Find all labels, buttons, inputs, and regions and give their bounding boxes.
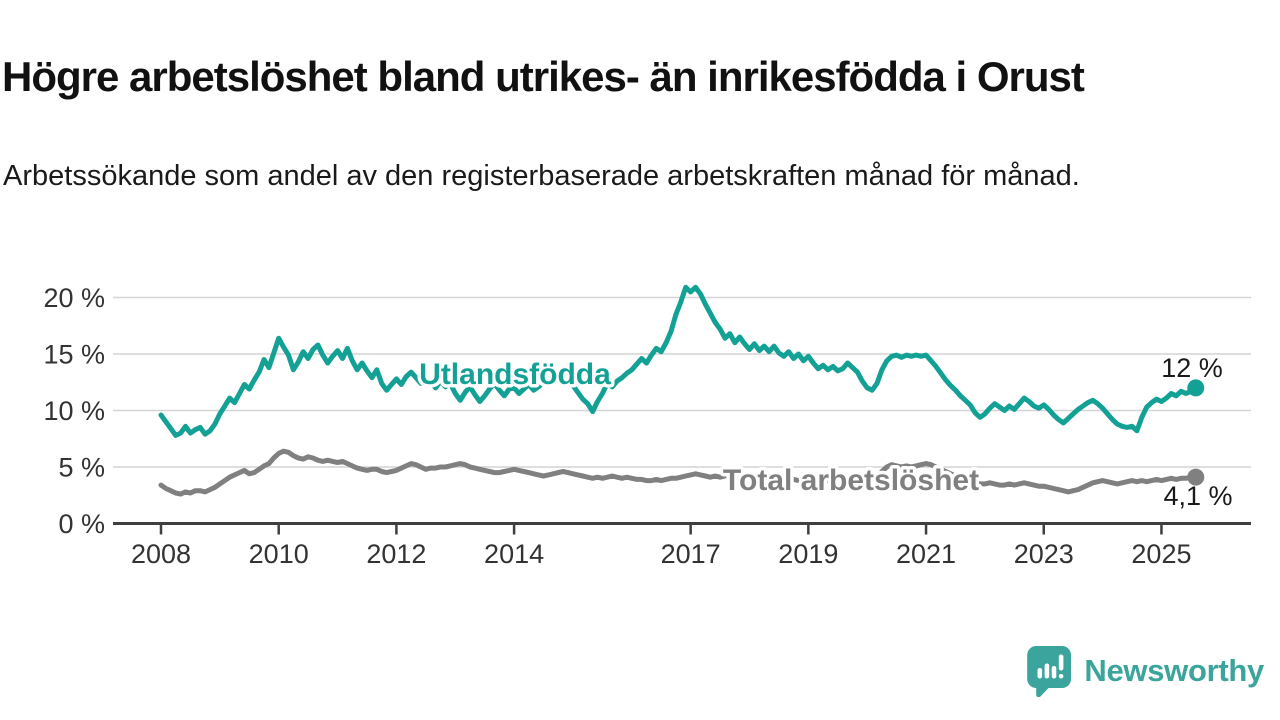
x-axis-year-label: 2012 xyxy=(366,539,426,569)
x-axis-year-label: 2019 xyxy=(778,539,838,569)
x-axis-year-label: 2008 xyxy=(131,539,191,569)
x-axis-year-label: 2017 xyxy=(661,539,721,569)
series-end-dot xyxy=(1187,379,1205,397)
x-axis-year-label: 2014 xyxy=(484,539,544,569)
bar-tall xyxy=(1052,666,1057,679)
x-axis-year-label: 2021 xyxy=(896,539,956,569)
series-label-utlandsfodda: Utlandsfödda xyxy=(419,358,611,391)
newsworthy-logo-icon xyxy=(1027,645,1072,697)
y-axis-tick-label: 20 % xyxy=(43,283,105,313)
chart-subtitle: Arbetssökande som andel av den registerb… xyxy=(3,160,1080,192)
newsworthy-wordmark: Newsworthy xyxy=(1084,653,1264,688)
exclamation-dot xyxy=(1059,674,1064,679)
y-axis-tick-label: 10 % xyxy=(43,396,105,426)
series-end-value-label: 4,1 % xyxy=(1163,481,1232,511)
series-line-utlandsfodda xyxy=(158,284,1199,438)
x-axis-year-label: 2023 xyxy=(1014,539,1074,569)
exclamation-stem xyxy=(1059,654,1064,671)
series-end-value-label: 12 % xyxy=(1161,353,1223,383)
x-axis-year-label: 2010 xyxy=(249,539,309,569)
series-label-total: Total arbetslöshet xyxy=(723,464,979,497)
chart-title: Högre arbetslöshet bland utrikes- än inr… xyxy=(2,53,1085,101)
newsworthy-branding: Newsworthy xyxy=(1026,645,1264,697)
y-axis-tick-label: 5 % xyxy=(58,453,105,483)
y-axis-tick-label: 15 % xyxy=(43,340,105,370)
x-axis-year-label: 2025 xyxy=(1131,539,1191,569)
series-end-dot xyxy=(1187,468,1205,486)
series-line-total xyxy=(158,448,1199,497)
bar-small xyxy=(1037,668,1043,679)
y-axis-tick-label: 0 % xyxy=(58,509,105,539)
bar-medium xyxy=(1044,663,1050,679)
